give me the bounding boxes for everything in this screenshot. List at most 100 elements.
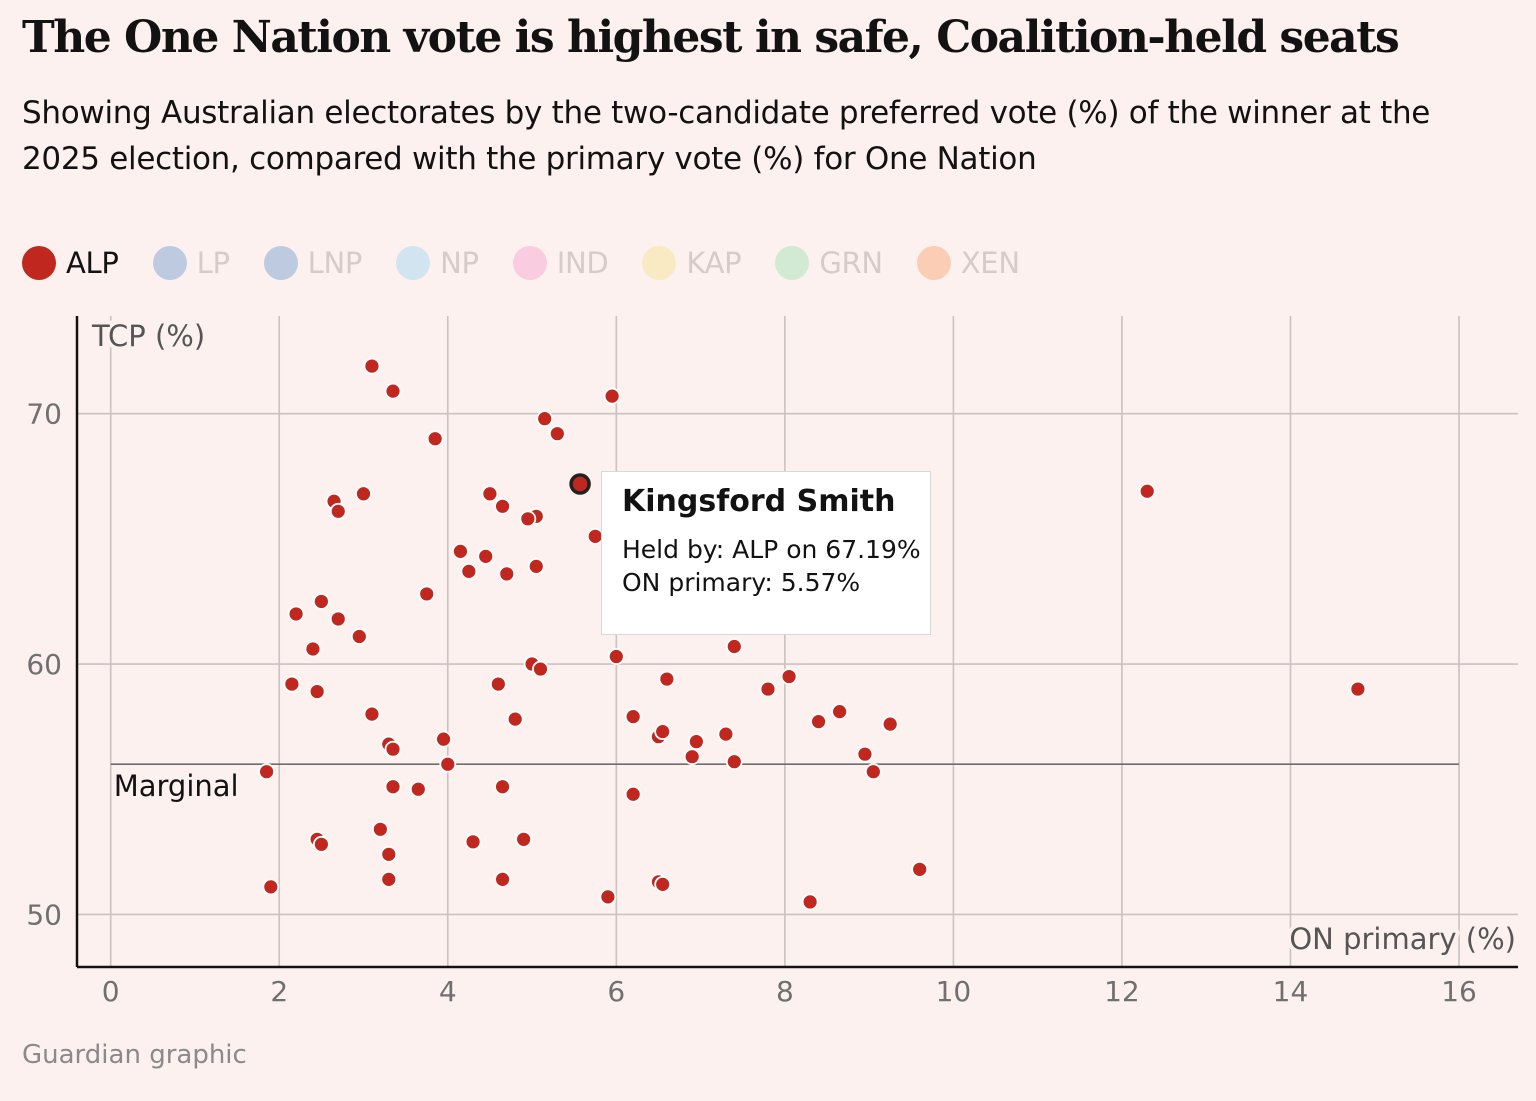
data-point xyxy=(363,705,381,723)
data-point xyxy=(418,585,436,603)
data-point xyxy=(725,638,743,655)
data-point xyxy=(489,675,507,693)
legend-label: XEN xyxy=(960,246,1020,280)
data-point xyxy=(258,763,276,781)
data-point xyxy=(283,675,301,693)
legend-item-kap[interactable]: KAP xyxy=(642,246,742,280)
x-tick-label: 8 xyxy=(776,975,794,1008)
legend-item-alp[interactable]: ALP xyxy=(22,246,119,280)
y-tick-label: 60 xyxy=(26,648,62,681)
data-point xyxy=(460,562,478,580)
legend-swatch-lnp xyxy=(263,246,298,280)
data-point xyxy=(607,648,625,665)
legend-swatch-kap xyxy=(642,246,677,280)
data-point xyxy=(477,547,495,565)
data-point xyxy=(515,830,533,848)
data-point xyxy=(494,778,511,796)
legend-item-lnp[interactable]: LNP xyxy=(263,246,362,280)
x-tick-label: 10 xyxy=(936,975,972,1008)
legend-swatch-alp xyxy=(22,246,56,280)
data-point xyxy=(363,357,381,375)
data-point xyxy=(519,510,537,528)
data-point xyxy=(506,710,524,728)
data-point xyxy=(371,820,389,838)
legend: ALP LP LNP NP IND KAP GRN XEN xyxy=(22,246,1054,280)
data-point xyxy=(409,780,427,798)
legend-label: GRN xyxy=(819,246,883,280)
highlighted-point xyxy=(569,473,591,495)
legend-item-xen[interactable]: XEN xyxy=(916,246,1020,280)
legend-label: LP xyxy=(196,246,230,280)
data-point xyxy=(717,725,735,743)
tooltip-held-by: Held by: ALP on 67.19% xyxy=(622,535,921,564)
data-point xyxy=(687,733,705,751)
legend-swatch-lp xyxy=(152,246,187,280)
x-tick-label: 0 xyxy=(102,975,120,1008)
x-tick-label: 2 xyxy=(270,975,288,1008)
data-point xyxy=(911,860,929,878)
data-point xyxy=(536,410,554,428)
x-tick-label: 14 xyxy=(1273,975,1309,1008)
data-point xyxy=(683,748,701,766)
data-point xyxy=(658,670,676,688)
data-point xyxy=(308,683,326,700)
data-point xyxy=(548,425,566,443)
data-point xyxy=(287,605,305,623)
data-point xyxy=(831,703,849,721)
x-axis-label: ON primary (%) xyxy=(1289,922,1516,956)
legend-item-lp[interactable]: LP xyxy=(152,246,230,280)
legend-item-ind[interactable]: IND xyxy=(512,246,609,280)
x-tick-label: 12 xyxy=(1104,975,1140,1008)
data-point xyxy=(532,660,549,678)
data-point xyxy=(262,878,280,896)
tooltip: Kingsford Smith Held by: ALP on 67.19% O… xyxy=(601,471,931,635)
data-point xyxy=(759,680,777,698)
legend-label: IND xyxy=(556,246,609,280)
source-credit: Guardian graphic xyxy=(22,1040,247,1070)
y-tick-label: 50 xyxy=(26,898,62,931)
tooltip-on-primary: ON primary: 5.57% xyxy=(622,568,861,597)
data-point xyxy=(599,888,617,906)
data-point xyxy=(780,668,798,685)
data-point xyxy=(384,382,402,400)
data-point xyxy=(380,845,398,863)
data-point xyxy=(1349,680,1367,698)
data-point xyxy=(856,745,874,763)
data-point xyxy=(481,485,499,503)
data-point xyxy=(384,778,402,796)
tooltip-title: Kingsford Smith xyxy=(622,484,896,519)
legend-label: KAP xyxy=(686,246,742,280)
legend-label: ALP xyxy=(66,246,119,280)
legend-swatch-xen xyxy=(916,246,951,280)
marginal-label: Marginal xyxy=(114,769,239,803)
legend-label: NP xyxy=(440,246,479,280)
data-point xyxy=(494,870,511,888)
data-point xyxy=(494,497,511,515)
data-point xyxy=(312,593,330,610)
data-point xyxy=(654,875,672,893)
data-point xyxy=(654,723,672,741)
legend-item-grn[interactable]: GRN xyxy=(775,246,883,280)
data-point xyxy=(435,730,452,748)
data-point xyxy=(603,387,621,405)
data-point xyxy=(452,542,469,560)
legend-swatch-np xyxy=(396,246,431,280)
data-point xyxy=(801,893,819,911)
data-point xyxy=(439,755,457,773)
chart-title: The One Nation vote is highest in safe, … xyxy=(22,12,1400,63)
data-point xyxy=(624,785,642,803)
data-point xyxy=(384,740,402,758)
y-axis-label: TCP (%) xyxy=(91,319,205,353)
data-point xyxy=(527,557,545,575)
legend-swatch-ind xyxy=(512,246,547,280)
y-tick-label: 70 xyxy=(26,398,62,431)
chart-subtitle: Showing Australian electorates by the tw… xyxy=(22,95,1431,177)
data-point xyxy=(1138,482,1156,500)
legend-item-np[interactable]: NP xyxy=(396,246,479,280)
data-point xyxy=(864,763,882,781)
data-point xyxy=(881,715,899,733)
data-point xyxy=(498,565,516,583)
legend-swatch-grn xyxy=(775,246,810,280)
data-point xyxy=(624,708,642,726)
